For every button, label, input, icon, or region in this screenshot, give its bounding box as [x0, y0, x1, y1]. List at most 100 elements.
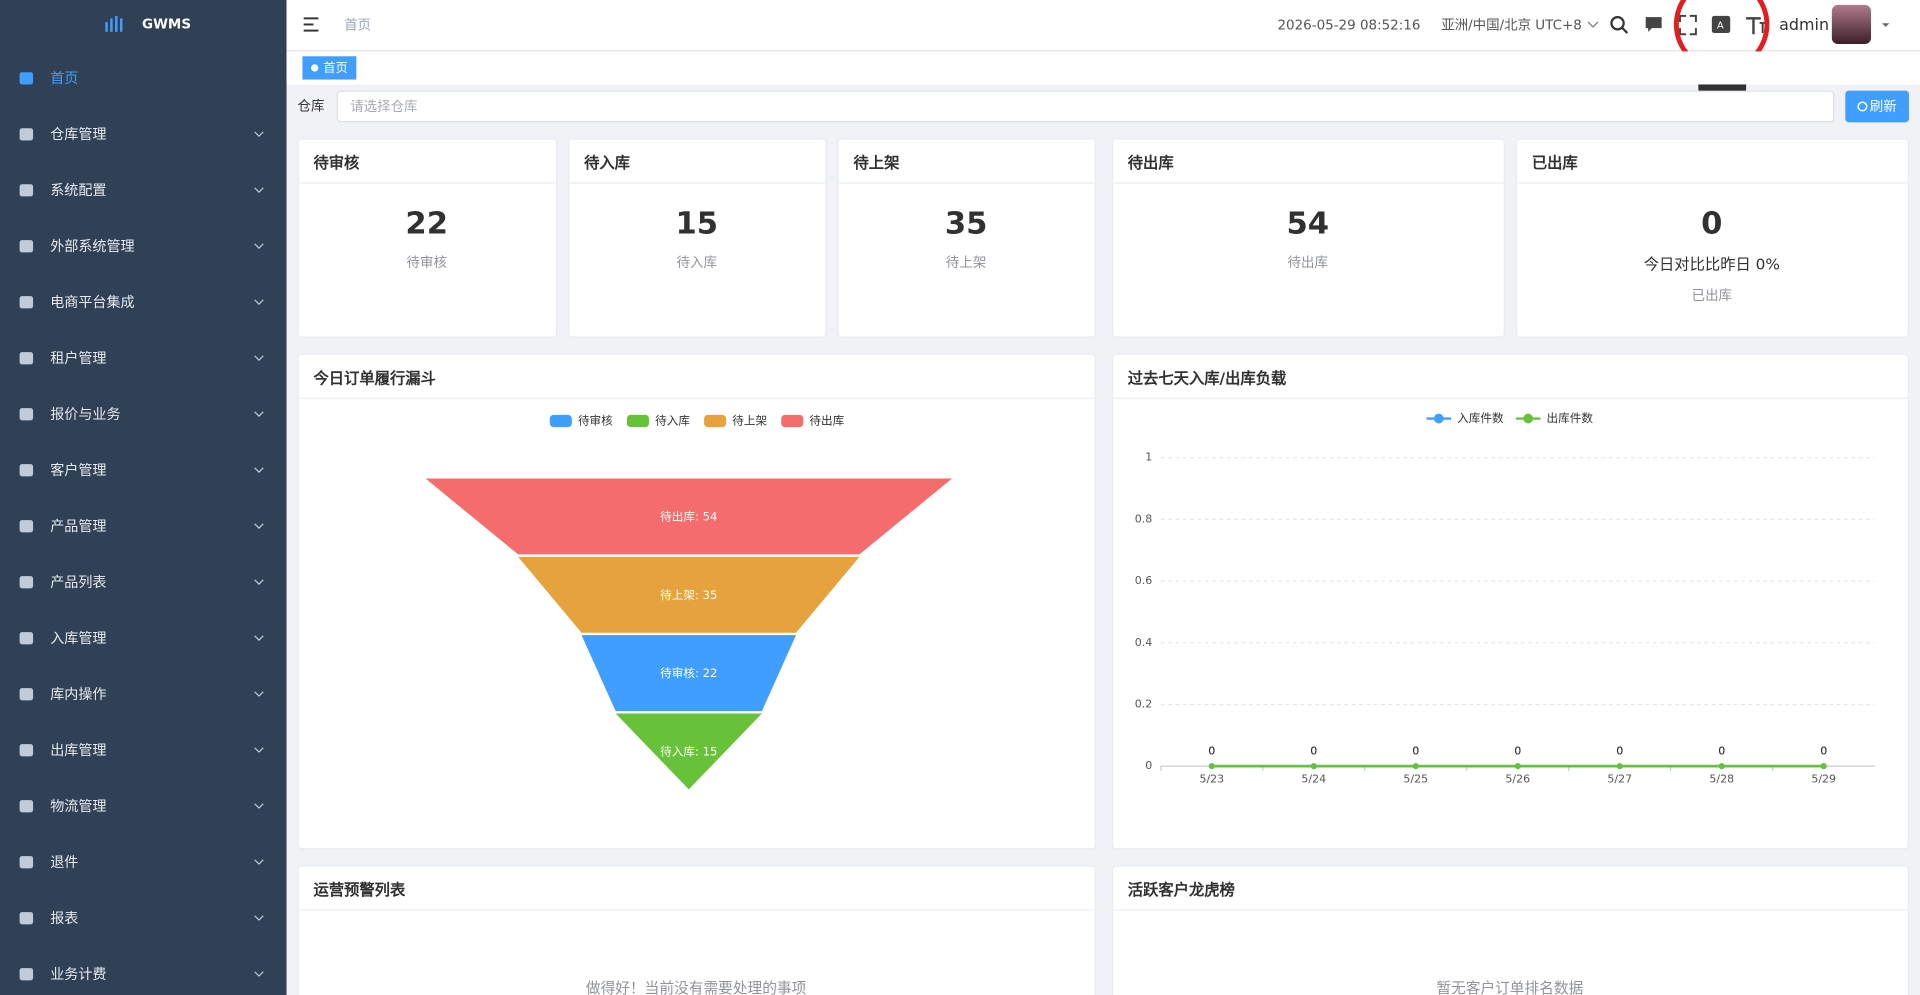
menu-chevron [254, 131, 264, 138]
card-title: 活跃客户龙虎榜 [1128, 881, 1235, 899]
stat-caption: 已出库 [1692, 288, 1732, 304]
menu-label: 系统配置 [50, 183, 106, 199]
timezone[interactable]: 亚洲/中国/北京 UTC+8 [1441, 18, 1582, 34]
funnel-segment [615, 713, 762, 790]
card [568, 138, 827, 338]
breadcrumb[interactable]: 首页 [344, 18, 371, 34]
menu-label: 客户管理 [50, 462, 106, 479]
point-label: 0 [1208, 744, 1215, 757]
menu-chevron [254, 523, 264, 529]
fullscreen-icon[interactable] [1679, 14, 1697, 36]
menu-label: 仓库管理 [50, 127, 106, 143]
message-icon[interactable] [1645, 17, 1662, 32]
menu-label: 产品管理 [50, 519, 106, 535]
menu-item[interactable] [0, 723, 287, 778]
menu-chevron [254, 411, 264, 417]
menu-chevron [254, 859, 264, 865]
tag-dot [311, 64, 319, 72]
menu-item[interactable] [0, 163, 287, 218]
menu-chevron [254, 355, 264, 361]
menu-icon [19, 856, 34, 869]
menu-icon [19, 576, 34, 589]
point-label: 0 [1616, 744, 1623, 757]
stat-value: 0 [1701, 207, 1722, 242]
menu-item[interactable] [0, 219, 287, 274]
point-label: 0 [1412, 744, 1419, 757]
menu-item[interactable] [0, 331, 287, 386]
menu-item[interactable] [0, 667, 287, 722]
empty-message: 做得好！当前没有需要处理的事项 [586, 980, 807, 995]
funnel-segment [518, 556, 860, 633]
warehouse-select[interactable] [336, 90, 1835, 123]
menu-chevron [254, 915, 264, 921]
menu-chevron [254, 747, 264, 753]
line-point [1208, 763, 1215, 770]
menu-icon [19, 912, 34, 925]
funnel-label: 待审核: 22 [660, 666, 717, 680]
x-tick-label: 5/29 [1811, 773, 1836, 786]
search-icon[interactable] [1610, 16, 1629, 34]
legend-swatch [626, 414, 649, 428]
menu-item[interactable] [0, 779, 287, 834]
menu-label: 首页 [50, 71, 78, 87]
menu-item[interactable] [0, 555, 287, 610]
menu-chevron [254, 467, 264, 473]
line-point [1514, 763, 1521, 770]
menu-item[interactable] [0, 275, 287, 330]
tag-active[interactable] [302, 56, 357, 80]
menu-chevron [254, 691, 264, 697]
menu-label: 报表 [50, 911, 78, 927]
line-point [1616, 763, 1623, 770]
menu-icon [19, 632, 34, 645]
menu-label: 库内操作 [50, 687, 106, 703]
legend-swatch [781, 414, 804, 428]
language-icon[interactable] [1711, 15, 1731, 34]
menu-item[interactable] [0, 835, 287, 890]
filter-label: 仓库 [298, 98, 325, 114]
legend-label: 待入库 [655, 414, 690, 428]
x-tick-label: 5/24 [1301, 773, 1326, 786]
y-tick-label: 0.2 [1135, 697, 1153, 710]
menu-chevron [254, 579, 264, 585]
menu-label: 出库管理 [50, 743, 106, 759]
funnel-label: 待出库: 54 [660, 510, 717, 524]
menu-item[interactable] [0, 443, 287, 498]
menu-item[interactable] [0, 51, 287, 106]
avatar[interactable] [1831, 4, 1872, 45]
refresh-button[interactable] [1845, 90, 1909, 123]
y-tick-label: 0.6 [1135, 574, 1153, 587]
user-name[interactable]: admin [1779, 15, 1829, 34]
card [1515, 138, 1909, 338]
card-title: 待审核 [313, 154, 360, 172]
funnel-segment [425, 478, 953, 555]
menu-item[interactable] [0, 387, 287, 442]
line-point [1412, 763, 1419, 770]
x-tick-label: 5/26 [1505, 773, 1530, 786]
legend-label: 待出库 [809, 414, 844, 428]
menu-item[interactable] [0, 891, 287, 946]
font-size-icon[interactable] [1746, 17, 1766, 35]
point-label: 0 [1310, 744, 1317, 757]
stat-caption: 待审核 [407, 255, 447, 271]
menu-item[interactable] [0, 107, 287, 162]
point-label: 0 [1514, 744, 1521, 757]
funnel-label: 待上架: 35 [660, 588, 717, 602]
refresh-icon [1857, 101, 1868, 112]
x-tick-label: 5/23 [1199, 773, 1224, 786]
stat-value: 15 [675, 207, 718, 242]
menu-chevron [254, 971, 264, 977]
menu-item[interactable] [0, 947, 287, 995]
menu-label: 退件 [50, 855, 78, 871]
hamburger[interactable] [303, 17, 319, 32]
brand: GWMS [142, 17, 191, 32]
line-point [1718, 763, 1725, 770]
point-label: 0 [1208, 744, 1215, 757]
point-label: 0 [1514, 744, 1521, 757]
menu-item[interactable] [0, 499, 287, 554]
menu-icon [19, 352, 34, 365]
menu-item[interactable] [0, 611, 287, 666]
menu-icon [19, 800, 34, 813]
stat-caption: 待出库 [1288, 255, 1328, 271]
